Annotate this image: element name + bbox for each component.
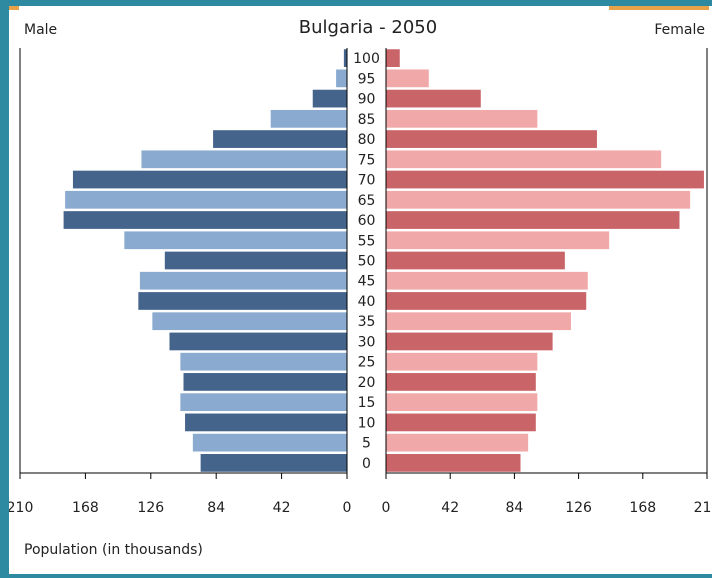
male-x-tick-label: 42 xyxy=(273,500,291,516)
age-tick-label: 45 xyxy=(358,274,376,290)
male-bar xyxy=(139,271,347,290)
female-bar xyxy=(386,170,704,189)
male-bar xyxy=(180,352,347,371)
age-tick-label: 65 xyxy=(358,193,376,209)
male-bar xyxy=(141,150,347,169)
female-bar xyxy=(386,312,571,331)
male-x-tick-label: 168 xyxy=(72,500,99,516)
female-bar xyxy=(386,352,538,371)
male-bar xyxy=(65,190,348,209)
x-axis-label: Population (in thousands) xyxy=(24,542,203,558)
male-x-tick-label: 0 xyxy=(343,500,352,516)
age-tick-label: 50 xyxy=(358,254,376,270)
male-bar xyxy=(180,393,347,412)
age-tick-label: 100 xyxy=(353,51,380,67)
female-bar xyxy=(386,271,588,290)
age-tick-label: 55 xyxy=(358,233,376,249)
age-tick-label: 85 xyxy=(358,112,376,128)
age-tick-label: 75 xyxy=(358,152,376,168)
male-bar xyxy=(312,89,347,108)
age-tick-label: 10 xyxy=(358,415,376,431)
male-bar xyxy=(185,413,347,432)
female-bar xyxy=(386,150,662,169)
female-bar xyxy=(386,231,610,250)
age-tick-label: 35 xyxy=(358,314,376,330)
male-bar xyxy=(124,231,347,250)
male-bar xyxy=(200,454,347,472)
female-x-tick-label: 42 xyxy=(441,500,459,516)
male-x-tick-label: 210 xyxy=(9,500,33,516)
male-bar xyxy=(270,109,347,128)
age-tick-label: 20 xyxy=(358,375,376,391)
male-bar xyxy=(343,49,347,67)
male-bar xyxy=(138,292,347,310)
age-tick-label: 60 xyxy=(358,213,376,229)
age-tick-label: 40 xyxy=(358,294,376,310)
female-bar xyxy=(386,49,400,67)
top-accent-right xyxy=(609,6,709,10)
male-bar xyxy=(152,312,347,331)
age-tick-label: 70 xyxy=(358,173,376,189)
male-bar xyxy=(213,130,347,148)
female-bar xyxy=(386,109,538,128)
age-tick-label: 0 xyxy=(362,456,371,472)
chart-title: Bulgaria - 2050 xyxy=(299,17,437,38)
male-bar xyxy=(336,69,347,88)
female-bar xyxy=(386,393,538,412)
female-x-tick-label: 84 xyxy=(505,500,523,516)
male-bar xyxy=(164,251,347,270)
female-bar xyxy=(386,292,587,310)
female-bar xyxy=(386,211,680,229)
female-label: Female xyxy=(654,22,705,38)
female-axis-frame xyxy=(385,48,708,474)
population-pyramid: Bulgaria - 2050 Male Female 0 5 10 15 20 25 30… xyxy=(7,17,712,558)
male-label: Male xyxy=(24,22,57,38)
female-x-tick-label: 126 xyxy=(565,500,592,516)
female-bar xyxy=(386,130,597,148)
top-accent-left xyxy=(9,6,19,10)
age-tick-label: 30 xyxy=(358,334,376,350)
female-bar xyxy=(386,89,481,108)
female-bar xyxy=(386,332,553,351)
female-bar xyxy=(386,69,429,88)
female-x-tick-label: 210 xyxy=(694,500,712,516)
male-x-tick-label: 126 xyxy=(137,500,164,516)
age-tick-label: 95 xyxy=(358,71,376,87)
female-x-tick-label: 168 xyxy=(629,500,656,516)
male-bar xyxy=(192,433,347,452)
female-bar xyxy=(386,190,691,209)
age-tick-label: 25 xyxy=(358,355,376,371)
female-bar xyxy=(386,433,529,452)
male-bar xyxy=(169,332,347,351)
male-bar xyxy=(72,170,347,189)
female-bar xyxy=(386,373,536,391)
age-tick-label: 90 xyxy=(358,92,376,108)
male-bar xyxy=(63,211,347,229)
female-bar xyxy=(386,454,521,472)
age-tick-label: 5 xyxy=(362,436,371,452)
chart-frame: Bulgaria - 2050 Male Female 0 5 10 15 20 25 30… xyxy=(7,6,712,574)
female-x-tick-label: 0 xyxy=(382,500,391,516)
female-bar xyxy=(386,413,536,432)
male-axis-frame xyxy=(19,48,348,474)
age-tick-label: 15 xyxy=(358,395,376,411)
male-x-tick-label: 84 xyxy=(207,500,225,516)
female-bar xyxy=(386,251,565,270)
age-tick-label: 80 xyxy=(358,132,376,148)
male-bar xyxy=(183,373,347,391)
